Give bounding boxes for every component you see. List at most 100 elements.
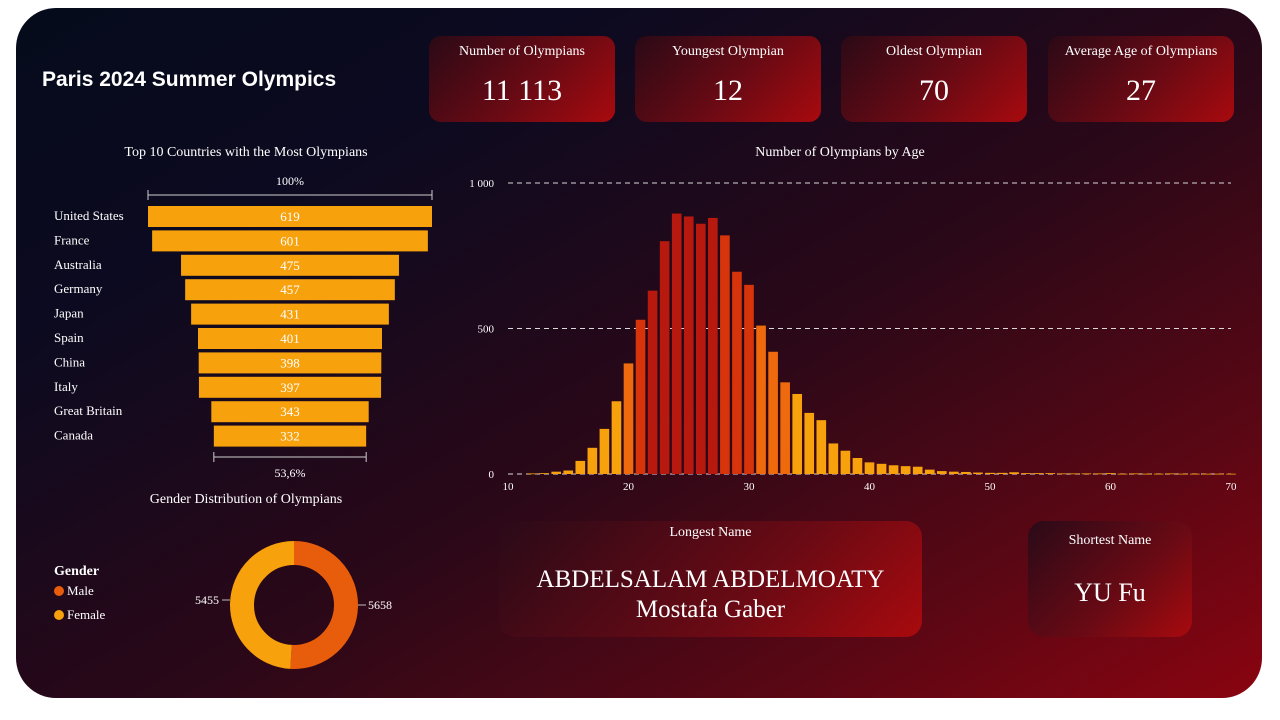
- age-bar: [1117, 473, 1128, 475]
- funnel-category-label: France: [54, 232, 90, 247]
- donut-value-label-female: 5455: [195, 593, 219, 607]
- age-bar: [936, 471, 947, 474]
- funnel-bar: [181, 254, 399, 276]
- kpi-label: Average Age of Olympians: [1064, 44, 1218, 59]
- age-bar: [539, 473, 549, 474]
- age-bar: [864, 462, 875, 474]
- age-bar: [1177, 473, 1188, 475]
- funnel-category-label: Canada: [54, 428, 93, 443]
- age-bar: [852, 457, 863, 474]
- funnel-value-label: 619: [280, 209, 300, 224]
- funnel-bar: [191, 303, 389, 325]
- age-bar: [828, 443, 839, 474]
- funnel-value-label: 343: [280, 404, 300, 419]
- age-bar: [888, 465, 899, 474]
- age-bar: [744, 284, 754, 474]
- female-swatch-icon: [54, 610, 64, 620]
- funnel-category-label: China: [54, 354, 85, 369]
- longest-name-line1: ABDELSALAM ABDELMOATY: [536, 566, 885, 593]
- age-bar: [900, 466, 911, 474]
- kpi-card-oldest: Oldest Olympian 70: [841, 36, 1027, 122]
- longest-name-value: ABDELSALAM ABDELMOATY Mostafa Gaber: [499, 565, 922, 625]
- funnel-bar: [185, 279, 395, 301]
- age-bar: [599, 428, 610, 474]
- age-bar: [1093, 473, 1104, 475]
- kpi-value: 12: [713, 74, 743, 107]
- age-bar: [840, 450, 851, 474]
- x-tick-label: 40: [864, 481, 876, 493]
- age-bar: [1214, 473, 1224, 475]
- age-histogram-chart: 0 500 1 000 10 20 30 40 50 60 70: [469, 178, 1237, 493]
- gender-chart-title: Gender Distribution of Olympians: [149, 492, 343, 507]
- top-percent-label: 100%: [276, 174, 304, 188]
- funnel-bar: [198, 376, 382, 398]
- donut-slice-female: [230, 541, 295, 669]
- age-bar: [623, 363, 634, 474]
- kpi-value: 70: [919, 74, 949, 107]
- age-bar: [924, 469, 935, 474]
- age-bar: [647, 290, 658, 474]
- x-tick-label: 50: [985, 481, 997, 493]
- funnel-value-label: 457: [280, 282, 300, 297]
- age-bar: [659, 241, 670, 474]
- funnel-category-label: Japan: [54, 306, 84, 321]
- funnel-category-label: Spain: [54, 330, 84, 345]
- age-bar: [804, 412, 815, 474]
- age-bar: [1141, 473, 1152, 475]
- shortest-name-label: Shortest Name: [1068, 533, 1152, 548]
- age-bar: [1105, 473, 1116, 474]
- x-tick-label: 20: [623, 481, 635, 493]
- age-bar: [1165, 473, 1176, 475]
- y-tick-label: 0: [489, 469, 495, 481]
- age-bar: [1153, 473, 1164, 475]
- age-bar: [683, 216, 694, 474]
- longest-name-line2: Mostafa Gaber: [635, 596, 786, 623]
- legend-label-female: Female: [67, 607, 106, 622]
- funnel-category-label: Great Britain: [54, 403, 123, 418]
- funnel-category-label: Germany: [54, 281, 103, 296]
- age-bar: [876, 463, 887, 474]
- age-bar: [563, 470, 574, 474]
- age-bar: [756, 325, 766, 474]
- x-tick-label: 70: [1226, 481, 1237, 493]
- age-bar: [1033, 473, 1044, 474]
- funnel-bar: [198, 328, 382, 349]
- kpi-card-average-age: Average Age of Olympians 27: [1048, 36, 1234, 122]
- age-chart-title: Number of Olympians by Age: [755, 145, 925, 160]
- age-bar: [792, 393, 803, 474]
- funnel-bar: [148, 206, 432, 227]
- age-bar: [708, 217, 718, 475]
- funnel-bar: [213, 425, 367, 447]
- age-bar: [611, 401, 622, 474]
- shortest-name-card: Shortest Name YU Fu: [1028, 521, 1192, 637]
- funnel-value-label: 332: [280, 429, 300, 444]
- x-tick-label: 60: [1105, 481, 1117, 493]
- funnel-category-label: United States: [54, 208, 124, 223]
- funnel-bar: [198, 352, 382, 374]
- male-swatch-icon: [54, 586, 64, 596]
- donut-value-label-male: 5658: [368, 598, 392, 612]
- age-bar: [1129, 473, 1140, 475]
- kpi-label: Number of Olympians: [459, 44, 585, 59]
- age-bar: [1226, 473, 1236, 475]
- age-bar: [695, 223, 706, 474]
- dashboard-panel: Paris 2024 Summer Olympics Number of Oly…: [16, 8, 1262, 698]
- age-bar: [635, 319, 646, 474]
- funnel-value-label: 601: [280, 233, 300, 248]
- funnel-chart: 100% United States 619 France 601 Australia 47…: [54, 174, 433, 480]
- age-bar: [816, 420, 827, 474]
- dashboard-title: Paris 2024 Summer Olympics: [42, 68, 337, 91]
- age-bar: [1021, 473, 1031, 474]
- age-bar: [671, 213, 682, 474]
- age-bar: [575, 460, 586, 474]
- age-bar: [1045, 473, 1056, 474]
- gender-donut-chart: 5658 5455: [195, 541, 392, 669]
- funnel-value-label: 401: [280, 331, 300, 346]
- funnel-value-label: 397: [280, 380, 300, 395]
- kpi-label: Youngest Olympian: [672, 44, 784, 59]
- age-bar: [1057, 473, 1068, 475]
- x-tick-label: 30: [744, 481, 756, 493]
- x-tick-label: 10: [503, 481, 515, 493]
- kpi-value: 11 113: [481, 74, 563, 107]
- bottom-percent-label: 53,6%: [275, 466, 306, 480]
